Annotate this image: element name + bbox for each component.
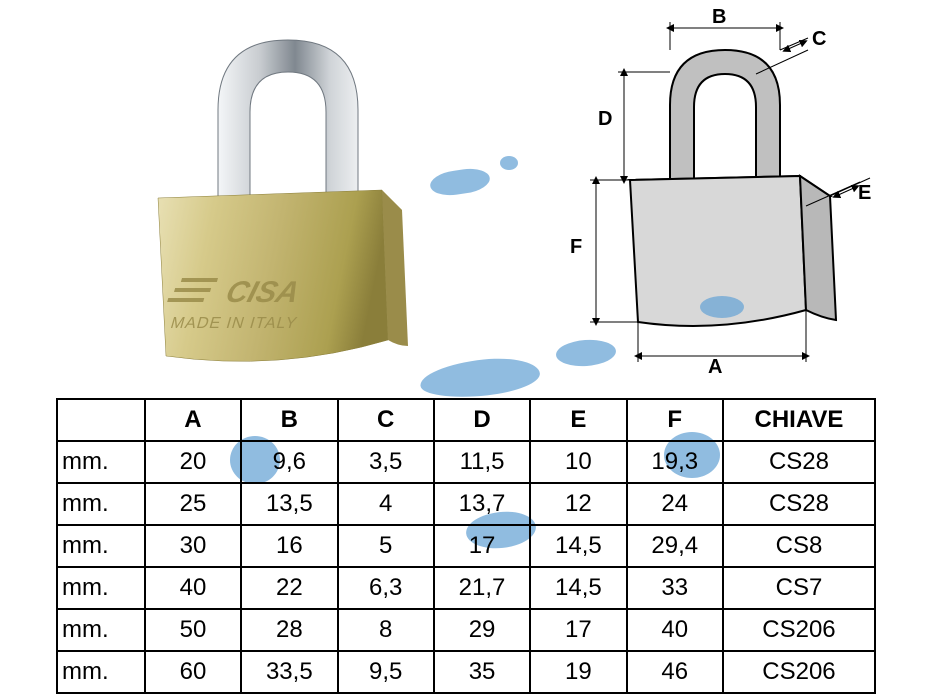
table-cell: 19 <box>530 651 626 693</box>
table-cell: 14,5 <box>530 525 626 567</box>
table-cell: 50 <box>145 609 241 651</box>
table-row: mm.50288291740CS206 <box>57 609 875 651</box>
th-c: C <box>338 399 434 441</box>
table-cell: 9,5 <box>338 651 434 693</box>
table-cell: 20 <box>145 441 241 483</box>
table-cell: 16 <box>241 525 337 567</box>
table-cell: 24 <box>627 483 723 525</box>
table-cell: CS206 <box>723 609 875 651</box>
table-cell: 29,4 <box>627 525 723 567</box>
table-row: mm.301651714,529,4CS8 <box>57 525 875 567</box>
table-cell: 33,5 <box>241 651 337 693</box>
dim-label-d: D <box>598 108 612 131</box>
padlock-photo: CISA MADE IN ITALY <box>120 20 420 380</box>
table-cell: CS28 <box>723 483 875 525</box>
table-cell: 60 <box>145 651 241 693</box>
table-cell: 28 <box>241 609 337 651</box>
table-cell: 40 <box>145 567 241 609</box>
table-cell: 10 <box>530 441 626 483</box>
table-cell: mm. <box>57 525 145 567</box>
table-cell: 13,7 <box>434 483 530 525</box>
table-cell: 21,7 <box>434 567 530 609</box>
watermark-blob <box>418 354 541 402</box>
table-cell: 22 <box>241 567 337 609</box>
th-a: A <box>145 399 241 441</box>
table-cell: 17 <box>434 525 530 567</box>
table-row: mm.209,63,511,51019,3CS28 <box>57 441 875 483</box>
table-body: mm.209,63,511,51019,3CS28mm.2513,5413,71… <box>57 441 875 693</box>
table-cell: 19,3 <box>627 441 723 483</box>
table-cell: 25 <box>145 483 241 525</box>
watermark-blob <box>700 296 744 318</box>
table-cell: 9,6 <box>241 441 337 483</box>
table-cell: CS28 <box>723 441 875 483</box>
table-cell: 40 <box>627 609 723 651</box>
th-b: B <box>241 399 337 441</box>
th-chiave: CHIAVE <box>723 399 875 441</box>
dim-label-a: A <box>708 356 722 379</box>
table-cell: 35 <box>434 651 530 693</box>
watermark-blob <box>500 156 518 170</box>
th-d: D <box>434 399 530 441</box>
table-row: mm.6033,59,5351946CS206 <box>57 651 875 693</box>
table-cell: 29 <box>434 609 530 651</box>
table-cell: mm. <box>57 567 145 609</box>
dim-label-c: C <box>812 28 826 51</box>
table-cell: 4 <box>338 483 434 525</box>
table-row: mm.2513,5413,71224CS28 <box>57 483 875 525</box>
th-e: E <box>530 399 626 441</box>
table-cell: mm. <box>57 441 145 483</box>
table-row: mm.40226,321,714,533CS7 <box>57 567 875 609</box>
spec-table: A B C D E F CHIAVE mm.209,63,511,51019,3… <box>56 398 876 694</box>
brand-text: CISA <box>222 276 303 309</box>
dim-label-e: E <box>858 182 871 205</box>
table-cell: 5 <box>338 525 434 567</box>
dimension-diagram: B C D F A E <box>560 10 880 380</box>
th-blank <box>57 399 145 441</box>
table-cell: mm. <box>57 651 145 693</box>
table-cell: 11,5 <box>434 441 530 483</box>
table-header-row: A B C D E F CHIAVE <box>57 399 875 441</box>
table-cell: CS7 <box>723 567 875 609</box>
table-cell: mm. <box>57 609 145 651</box>
table-cell: 30 <box>145 525 241 567</box>
table-cell: CS8 <box>723 525 875 567</box>
dim-label-f: F <box>570 236 582 259</box>
table-cell: 3,5 <box>338 441 434 483</box>
table-cell: mm. <box>57 483 145 525</box>
table-cell: 6,3 <box>338 567 434 609</box>
table-cell: 46 <box>627 651 723 693</box>
top-area: CISA MADE IN ITALY <box>0 0 931 390</box>
made-in-text: MADE IN ITALY <box>169 314 300 332</box>
th-f: F <box>627 399 723 441</box>
table-cell: 33 <box>627 567 723 609</box>
table-cell: 14,5 <box>530 567 626 609</box>
spec-table-wrap: A B C D E F CHIAVE mm.209,63,511,51019,3… <box>56 398 876 694</box>
table-cell: CS206 <box>723 651 875 693</box>
table-cell: 8 <box>338 609 434 651</box>
table-cell: 12 <box>530 483 626 525</box>
table-cell: 13,5 <box>241 483 337 525</box>
watermark-blob <box>429 166 492 198</box>
dim-label-b: B <box>712 6 726 29</box>
table-cell: 17 <box>530 609 626 651</box>
